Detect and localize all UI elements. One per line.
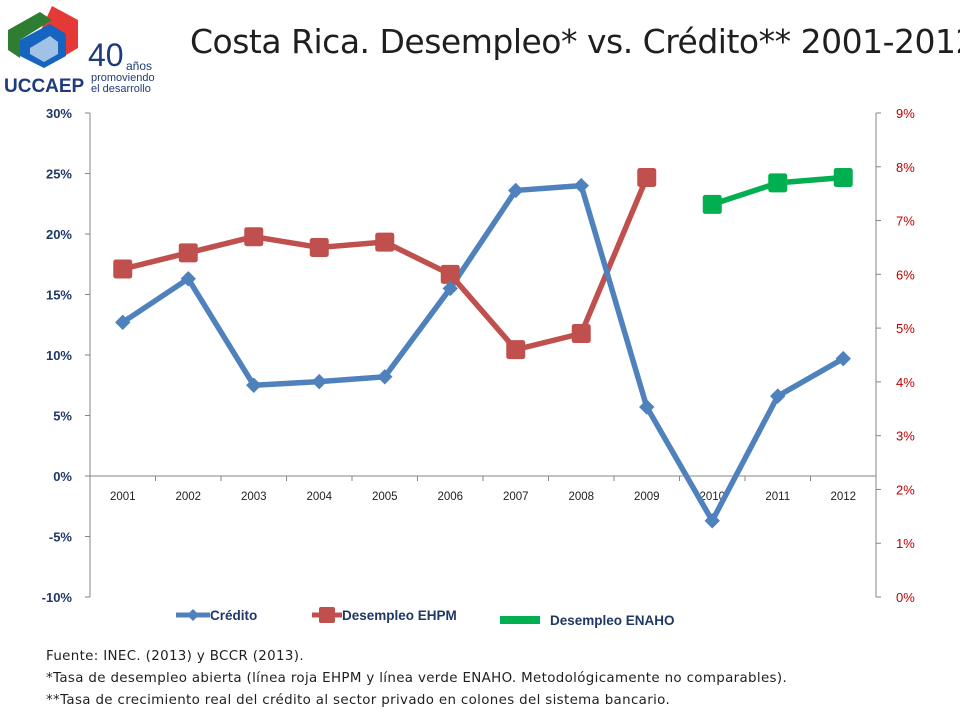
right-tick-label: 0% <box>896 590 915 605</box>
right-tick-label: 3% <box>896 429 915 444</box>
legend-credito-label: Crédito <box>210 608 257 623</box>
footnote-source: Fuente: INEC. (2013) y BCCR (2013). <box>46 649 304 664</box>
left-tick-label: 30% <box>46 106 72 121</box>
series-enaho-point <box>768 173 788 193</box>
series-ehpm-point <box>244 227 264 247</box>
series-ehpm-point <box>178 243 198 263</box>
x-tick-label: 2001 <box>110 491 136 503</box>
logo-brand-text: UCCAEP <box>4 76 85 97</box>
series-ehpm-point <box>113 259 133 279</box>
series-ehpm-point <box>309 237 329 257</box>
logo-years-word: años <box>126 59 152 73</box>
legend-enaho-swatch <box>500 616 540 624</box>
left-tick-label: -10% <box>42 590 73 605</box>
series-enaho-point <box>702 194 722 214</box>
logo-line1: promoviendo <box>91 72 155 84</box>
legend-credito-marker <box>187 609 199 621</box>
series-credito-point <box>115 314 131 331</box>
series-ehpm-point <box>506 340 526 360</box>
series-credito-point <box>246 377 262 393</box>
x-tick-label: 2006 <box>437 491 463 503</box>
left-tick-label: 0% <box>53 469 72 484</box>
left-tick-label: -5% <box>49 530 73 545</box>
right-tick-label: 8% <box>896 160 915 175</box>
x-tick-label: 2003 <box>241 491 267 503</box>
series-credito-point <box>508 182 524 199</box>
series-credito-point <box>180 271 196 287</box>
right-tick-label: 9% <box>896 106 915 121</box>
series-ehpm-line <box>120 174 650 353</box>
x-tick-label: 2002 <box>175 491 201 503</box>
right-tick-label: 6% <box>896 267 915 282</box>
series-credito-point <box>835 350 851 367</box>
series-ehpm-point <box>440 264 460 284</box>
right-tick-label: 7% <box>896 214 915 229</box>
series-credito-point <box>704 513 720 529</box>
chart-area: 30% 25% 20% 15% 10% 5% 0% -5% -10% 9% 8% 7% 6% 5% 4% 3%… <box>42 106 916 628</box>
x-tick-label: 2005 <box>372 491 398 503</box>
x-tick-label: 2004 <box>306 491 332 503</box>
left-tick-label: 10% <box>46 348 72 363</box>
left-tick-label: 5% <box>53 409 72 424</box>
series-credito-point <box>770 388 786 404</box>
left-tick-label: 25% <box>46 167 72 182</box>
left-tick-label: 20% <box>46 227 72 242</box>
x-tick-label: 2010 <box>699 491 725 503</box>
right-tick-label: 2% <box>896 482 915 497</box>
series-enaho-point <box>833 168 853 188</box>
series-credito-point <box>377 369 393 385</box>
logo-line2: el desarrollo <box>91 83 151 95</box>
right-tick-label: 1% <box>896 536 915 551</box>
series-ehpm-point <box>637 168 657 188</box>
right-tick-label: 5% <box>896 321 915 336</box>
series-credito-point <box>311 373 327 390</box>
series-credito-line <box>120 182 846 524</box>
x-tick-label: 2012 <box>830 491 856 503</box>
right-tick-label: 4% <box>896 375 915 390</box>
series-ehpm-point <box>375 232 395 252</box>
x-tick-label: 2009 <box>634 491 660 503</box>
series-credito-point <box>639 399 655 415</box>
x-tick-label: 2007 <box>503 491 529 503</box>
footnotes: Fuente: INEC. (2013) y BCCR (2013). *Tas… <box>46 646 787 712</box>
legend-ehpm-marker <box>319 607 335 623</box>
logo-years-text: 40 <box>88 37 124 73</box>
footnote-credit: **Tasa de crecimiento real del crédito a… <box>46 693 671 708</box>
series-credito-point <box>442 280 458 297</box>
series-ehpm-point <box>571 323 591 343</box>
legend-enaho-label: Desempleo ENAHO <box>550 613 675 628</box>
uccaep-logo: UCCAEP 40 años promoviendo el desarrollo <box>4 6 155 97</box>
logo-mark-icon <box>8 6 78 68</box>
footnote-unemployment: *Tasa de desempleo abierta (línea roja E… <box>46 671 788 686</box>
chart-title: Costa Rica. Desempleo* vs. Crédito** 200… <box>190 22 960 61</box>
x-tick-label: 2011 <box>765 491 790 503</box>
legend-ehpm-label: Desempleo EHPM <box>342 608 457 623</box>
series-credito-point <box>573 177 589 194</box>
left-tick-label: 15% <box>46 288 72 303</box>
x-tick-label: 2008 <box>568 491 594 503</box>
